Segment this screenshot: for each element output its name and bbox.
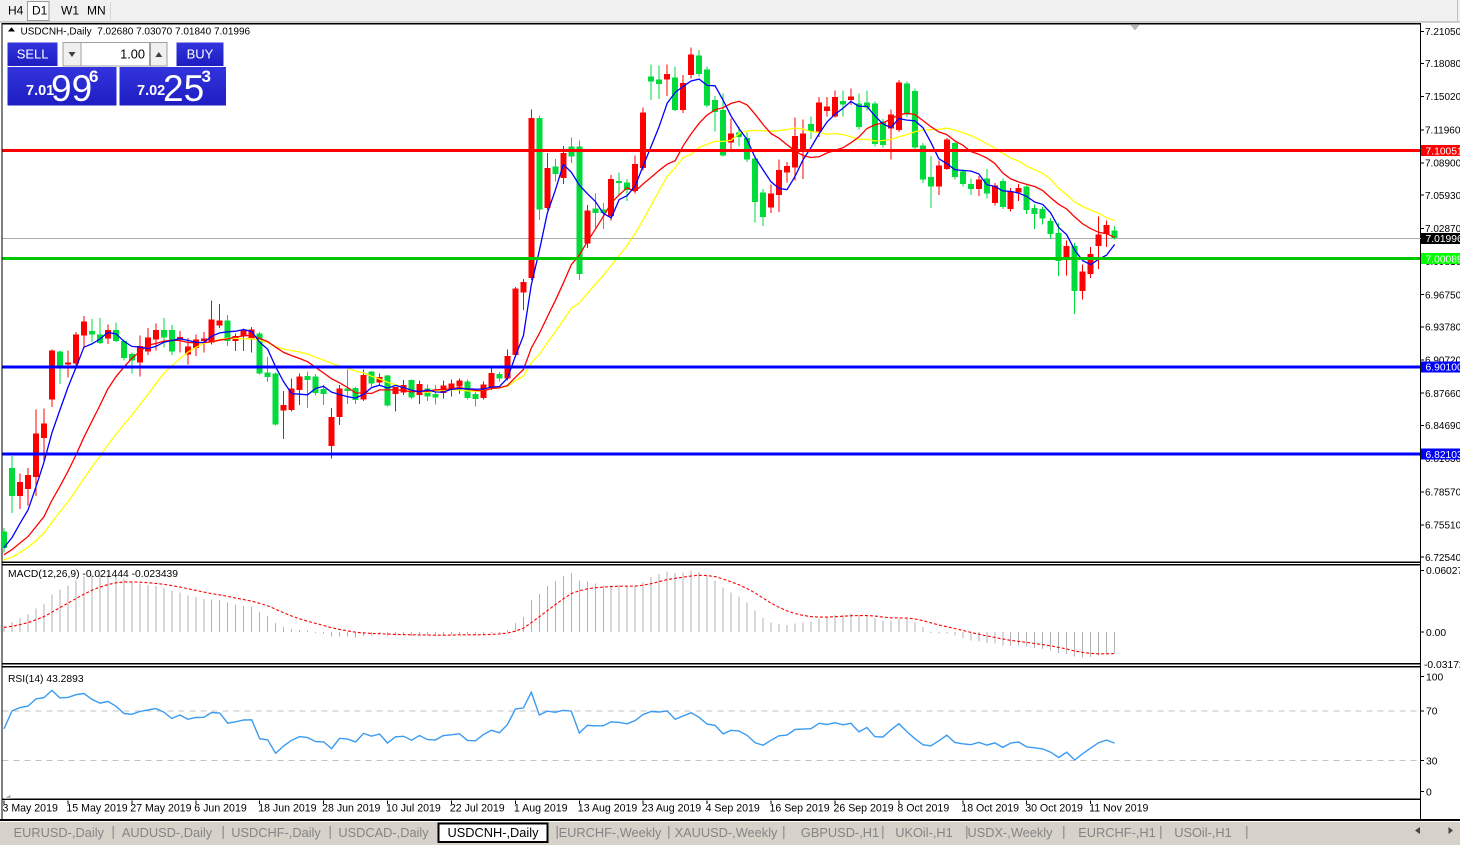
svg-text:7.02870: 7.02870 (1425, 224, 1460, 235)
svg-text:1 Aug 2019: 1 Aug 2019 (514, 803, 568, 815)
svg-text:GBPUSD-,H1: GBPUSD-,H1 (801, 825, 879, 840)
svg-text:RSI(14) 43.2893: RSI(14) 43.2893 (8, 674, 84, 685)
svg-text:BUY: BUY (187, 47, 214, 62)
svg-text:28 Jun 2019: 28 Jun 2019 (322, 803, 380, 815)
svg-text:MN: MN (87, 4, 106, 18)
svg-text:3: 3 (202, 67, 211, 86)
svg-text:0.060273: 0.060273 (1426, 566, 1460, 577)
svg-text:6.72540: 6.72540 (1425, 553, 1460, 564)
svg-text:7.02: 7.02 (137, 83, 165, 99)
svg-text:23 Aug 2019: 23 Aug 2019 (642, 803, 702, 815)
svg-text:EURUSD-,Daily: EURUSD-,Daily (14, 825, 105, 840)
svg-text:6.87660: 6.87660 (1425, 389, 1460, 400)
svg-text:18 Jun 2019: 18 Jun 2019 (258, 803, 316, 815)
svg-text:99: 99 (51, 68, 92, 109)
svg-text:7.08900: 7.08900 (1425, 159, 1460, 170)
svg-text:6.78570: 6.78570 (1425, 487, 1460, 498)
svg-text:USDX-,Weekly: USDX-,Weekly (967, 825, 1053, 840)
svg-text:0: 0 (1426, 787, 1432, 798)
svg-text:18 Oct 2019: 18 Oct 2019 (961, 803, 1019, 815)
svg-text:7.01: 7.01 (26, 83, 54, 99)
svg-text:7.11960: 7.11960 (1425, 125, 1460, 136)
svg-text:7.00089: 7.00089 (1426, 254, 1460, 265)
svg-text:7.15020: 7.15020 (1425, 92, 1460, 103)
svg-text:10 Jul 2019: 10 Jul 2019 (386, 803, 441, 815)
svg-text:-0.03172: -0.03172 (1424, 660, 1460, 671)
svg-text:100: 100 (1426, 672, 1443, 683)
svg-text:USDCAD-,Daily: USDCAD-,Daily (338, 825, 429, 840)
svg-text:USOil-,H1: USOil-,H1 (1174, 825, 1232, 840)
svg-text:6.90100: 6.90100 (1426, 363, 1460, 374)
svg-text:16 Sep 2019: 16 Sep 2019 (770, 803, 830, 815)
svg-text:7.01996: 7.01996 (1426, 234, 1460, 245)
svg-text:7.18080: 7.18080 (1425, 59, 1460, 70)
svg-text:6 Jun 2019: 6 Jun 2019 (194, 803, 247, 815)
svg-text:UKOil-,H1: UKOil-,H1 (895, 825, 953, 840)
svg-text:6.75510: 6.75510 (1425, 521, 1460, 532)
svg-text:USDCNH-,Daily: USDCNH-,Daily (447, 825, 539, 840)
svg-text:0.00: 0.00 (1426, 628, 1446, 639)
svg-text:6: 6 (89, 67, 98, 86)
svg-text:22 Jul 2019: 22 Jul 2019 (450, 803, 505, 815)
svg-text:7.21050: 7.21050 (1425, 27, 1460, 38)
svg-text:6.96750: 6.96750 (1425, 290, 1460, 301)
svg-text:D1: D1 (32, 4, 48, 18)
svg-text:3 May 2019: 3 May 2019 (3, 803, 58, 815)
svg-text:AUDUSD-,Daily: AUDUSD-,Daily (122, 825, 213, 840)
svg-text:26 Sep 2019: 26 Sep 2019 (834, 803, 894, 815)
svg-text:EURCHF-,H1: EURCHF-,H1 (1078, 825, 1156, 840)
svg-text:70: 70 (1426, 707, 1438, 718)
svg-text:USDCNH-,Daily 7.02680 7.03070: USDCNH-,Daily 7.02680 7.03070 7.01840 7.… (21, 27, 251, 38)
svg-text:30 Oct 2019: 30 Oct 2019 (1025, 803, 1083, 815)
svg-text:7.05930: 7.05930 (1425, 191, 1460, 202)
svg-text:7.10051: 7.10051 (1426, 146, 1460, 157)
svg-text:13 Aug 2019: 13 Aug 2019 (578, 803, 638, 815)
svg-text:27 May 2019: 27 May 2019 (130, 803, 191, 815)
svg-text:SELL: SELL (17, 47, 49, 62)
svg-text:30: 30 (1426, 756, 1438, 767)
svg-text:6.93780: 6.93780 (1425, 323, 1460, 334)
svg-text:11 Nov 2019: 11 Nov 2019 (1089, 803, 1148, 815)
svg-text:15 May 2019: 15 May 2019 (66, 803, 127, 815)
svg-text:EURCHF-,Weekly: EURCHF-,Weekly (559, 825, 662, 840)
svg-text:1.00: 1.00 (120, 47, 145, 62)
svg-text:6.81630: 6.81630 (1425, 454, 1460, 465)
svg-text:25: 25 (163, 68, 204, 109)
svg-text:6.84690: 6.84690 (1425, 421, 1460, 432)
svg-text:6.82103: 6.82103 (1426, 450, 1460, 461)
svg-text:6.90720: 6.90720 (1425, 356, 1460, 367)
svg-text:8 Oct 2019: 8 Oct 2019 (897, 803, 949, 815)
svg-text:MACD(12,26,9) -0.021444 -0.023: MACD(12,26,9) -0.021444 -0.023439 (8, 569, 178, 580)
svg-text:4 Sep 2019: 4 Sep 2019 (706, 803, 760, 815)
svg-text:USDCHF-,Daily: USDCHF-,Daily (231, 825, 321, 840)
svg-text:H4: H4 (8, 4, 24, 18)
svg-text:XAUUSD-,Weekly: XAUUSD-,Weekly (675, 825, 778, 840)
svg-text:W1: W1 (61, 4, 79, 18)
